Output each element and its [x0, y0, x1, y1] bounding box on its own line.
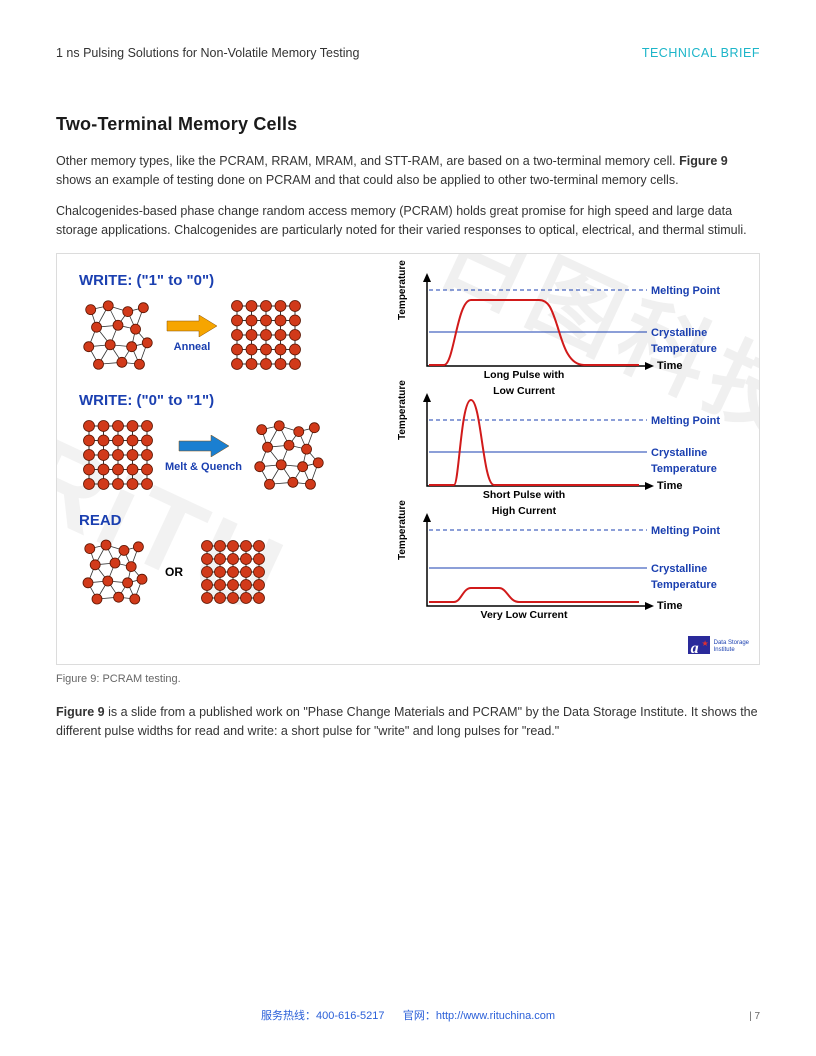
para-2: Chalcogenides-based phase change random …: [56, 202, 760, 240]
para-3-bold: Figure 9: [56, 705, 105, 719]
operation-label: WRITE: ("0" to "1"): [79, 390, 399, 413]
amorphous-lattice: [79, 536, 151, 608]
chart-caption: Very Low Current: [439, 608, 609, 624]
temperature-time-chart: TemperatureTimeMelting PointCrystalline …: [399, 270, 739, 380]
figure-row-0: WRITE: ("1" to "0")AnnealTemperatureTime…: [79, 270, 741, 390]
arrow-label: Melt & Quench: [165, 459, 242, 476]
transition-arrow: Anneal: [165, 315, 219, 356]
page-header: 1 ns Pulsing Solutions for Non-Volatile …: [56, 44, 760, 63]
x-axis-label: Time: [657, 358, 682, 375]
y-axis-label: Temperature: [395, 260, 410, 320]
para-3: Figure 9 is a slide from a published wor…: [56, 703, 760, 741]
crystal-lattice: [227, 296, 305, 374]
footer-hotline: 400-616-5217: [316, 1010, 385, 1022]
operation-label: WRITE: ("1" to "0"): [79, 270, 399, 293]
temperature-time-chart: TemperatureTimeMelting PointCrystalline …: [399, 510, 739, 620]
transition-arrow: Melt & Quench: [165, 435, 242, 476]
x-axis-label: Time: [657, 478, 682, 495]
para-1b: shows an example of testing done on PCRA…: [56, 173, 679, 187]
amorphous-lattice: [79, 296, 157, 374]
melting-point-label: Melting Point: [651, 413, 720, 430]
crystal-lattice: [79, 416, 157, 494]
figure-row-2: READORTemperatureTimeMelting PointCrysta…: [79, 510, 741, 636]
para-1: Other memory types, like the PCRAM, RRAM…: [56, 152, 760, 190]
footer-hotline-label: 服务热线：: [261, 1010, 316, 1022]
astar-logo-square: a★: [688, 636, 710, 658]
crystalline-temp-label: Crystalline Temperature: [651, 561, 739, 594]
temperature-time-chart: TemperatureTimeMelting PointCrystalline …: [399, 390, 739, 500]
footer-site[interactable]: http://www.rituchina.com: [436, 1010, 555, 1022]
or-label: OR: [165, 563, 183, 581]
crystalline-temp-label: Crystalline Temperature: [651, 325, 739, 358]
y-axis-label: Temperature: [395, 380, 410, 440]
amorphous-lattice: [250, 416, 328, 494]
footer-site-label: 官网：: [403, 1010, 436, 1022]
melting-point-label: Melting Point: [651, 523, 720, 540]
para-1-bold: Figure 9: [679, 154, 728, 168]
figure-row-1: WRITE: ("0" to "1")Melt & QuenchTemperat…: [79, 390, 741, 510]
para-1a: Other memory types, like the PCRAM, RRAM…: [56, 154, 679, 168]
header-title: 1 ns Pulsing Solutions for Non-Volatile …: [56, 44, 359, 63]
crystalline-temp-label: Crystalline Temperature: [651, 445, 739, 478]
operation-label: READ: [79, 510, 399, 533]
figure-9-caption: Figure 9: PCRAM testing.: [56, 671, 760, 688]
astar-logo-text: Data Storage Institute: [714, 640, 749, 653]
footer-center: 服务热线：400-616-5217 官网：http://www.rituchin…: [261, 1008, 555, 1025]
y-axis-label: Temperature: [395, 500, 410, 560]
arrow-label: Anneal: [174, 339, 211, 356]
crystal-lattice: [197, 536, 269, 608]
footer-page: | 7: [749, 1009, 760, 1024]
astar-logo: a★ Data Storage Institute: [688, 636, 749, 658]
section-title: Two-Terminal Memory Cells: [56, 111, 760, 138]
para-3-text: is a slide from a published work on "Pha…: [56, 705, 758, 738]
melting-point-label: Melting Point: [651, 283, 720, 300]
figure-9: 日图科技 RiTU WRITE: ("1" to "0")AnnealTempe…: [56, 253, 760, 665]
page-footer: 服务热线：400-616-5217 官网：http://www.rituchin…: [56, 1009, 760, 1024]
x-axis-label: Time: [657, 598, 682, 615]
header-badge: TECHNICAL BRIEF: [642, 44, 760, 63]
